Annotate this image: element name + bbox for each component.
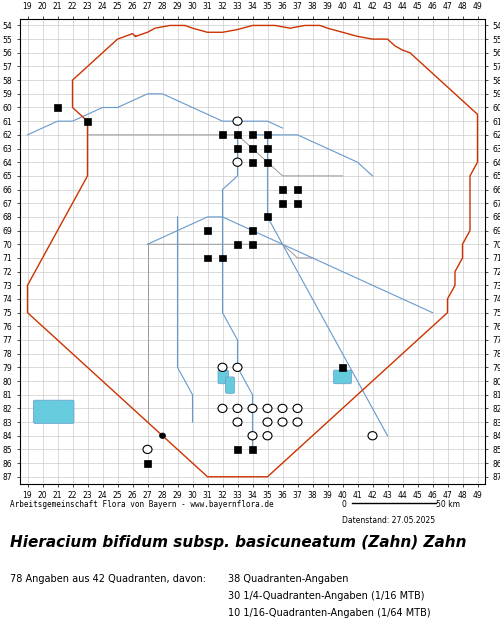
Text: Datenstand: 27.05.2025: Datenstand: 27.05.2025 bbox=[342, 516, 434, 525]
Circle shape bbox=[248, 432, 257, 440]
Circle shape bbox=[278, 418, 287, 426]
Text: 38 Quadranten-Angaben: 38 Quadranten-Angaben bbox=[228, 574, 348, 585]
Text: 0: 0 bbox=[342, 500, 346, 509]
Bar bbox=[234, 145, 241, 152]
Bar bbox=[234, 418, 241, 425]
Bar bbox=[54, 104, 61, 111]
Bar bbox=[249, 131, 256, 138]
Bar bbox=[294, 200, 302, 206]
Bar bbox=[264, 213, 272, 220]
Bar bbox=[219, 131, 226, 138]
Circle shape bbox=[263, 418, 272, 426]
FancyBboxPatch shape bbox=[334, 370, 351, 384]
Bar bbox=[279, 200, 286, 206]
Circle shape bbox=[218, 404, 227, 412]
Circle shape bbox=[278, 404, 287, 412]
FancyBboxPatch shape bbox=[218, 370, 228, 384]
Circle shape bbox=[248, 404, 257, 412]
Bar bbox=[84, 118, 91, 125]
Circle shape bbox=[233, 418, 242, 426]
Bar bbox=[264, 131, 272, 138]
Bar bbox=[144, 459, 151, 466]
Bar bbox=[264, 159, 272, 166]
Circle shape bbox=[293, 418, 302, 426]
Bar bbox=[204, 227, 211, 234]
Bar bbox=[234, 446, 241, 453]
Bar bbox=[249, 446, 256, 453]
Circle shape bbox=[263, 432, 272, 440]
Bar bbox=[219, 255, 226, 262]
Bar bbox=[249, 241, 256, 247]
Circle shape bbox=[233, 158, 242, 166]
Circle shape bbox=[233, 404, 242, 412]
Text: 10 1/16-Quadranten-Angaben (1/64 MTB): 10 1/16-Quadranten-Angaben (1/64 MTB) bbox=[228, 608, 430, 618]
Circle shape bbox=[233, 117, 242, 125]
Bar bbox=[294, 186, 302, 193]
Text: 78 Angaben aus 42 Quadranten, davon:: 78 Angaben aus 42 Quadranten, davon: bbox=[10, 574, 206, 585]
Circle shape bbox=[293, 404, 302, 412]
Bar bbox=[264, 145, 272, 152]
Text: 30 1/4-Quadranten-Angaben (1/16 MTB): 30 1/4-Quadranten-Angaben (1/16 MTB) bbox=[228, 591, 424, 601]
Bar bbox=[339, 364, 346, 371]
Bar bbox=[234, 131, 241, 138]
Circle shape bbox=[368, 432, 377, 440]
Circle shape bbox=[143, 445, 152, 453]
Bar bbox=[279, 186, 286, 193]
Text: Arbeitsgemeinschaft Flora von Bayern - www.bayernflora.de: Arbeitsgemeinschaft Flora von Bayern - w… bbox=[10, 500, 274, 509]
Circle shape bbox=[218, 363, 227, 371]
Bar bbox=[249, 159, 256, 166]
Bar bbox=[249, 227, 256, 234]
Circle shape bbox=[233, 363, 242, 371]
Bar bbox=[249, 145, 256, 152]
FancyBboxPatch shape bbox=[226, 377, 234, 393]
Circle shape bbox=[263, 404, 272, 412]
Text: Hieracium bifidum subsp. basicuneatum (Zahn) Zahn: Hieracium bifidum subsp. basicuneatum (Z… bbox=[10, 536, 466, 551]
Bar bbox=[234, 241, 241, 247]
Bar bbox=[204, 255, 211, 262]
FancyBboxPatch shape bbox=[34, 400, 74, 423]
Circle shape bbox=[160, 433, 166, 438]
Text: 50 km: 50 km bbox=[436, 500, 460, 509]
